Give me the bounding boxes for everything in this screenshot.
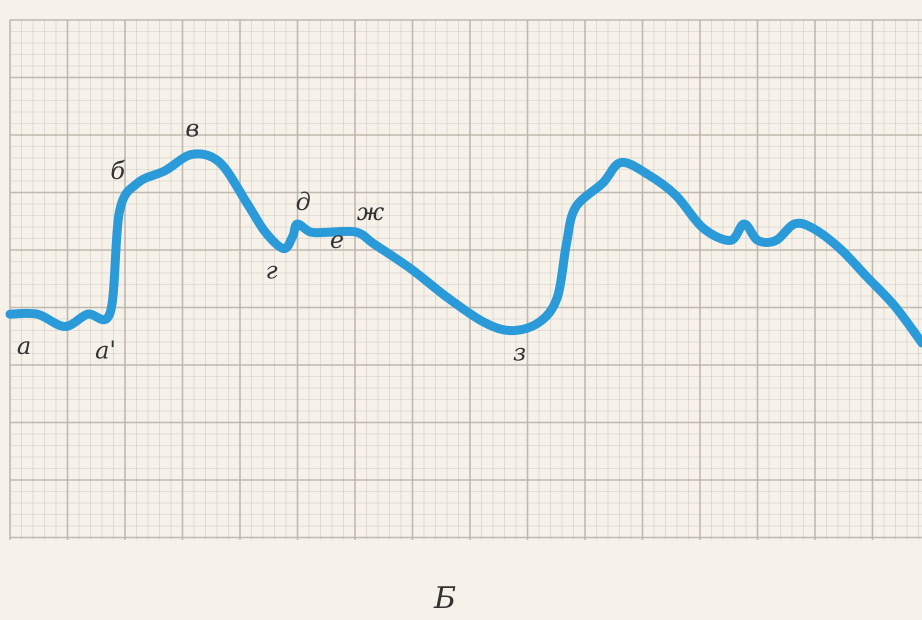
point-label: а' [95,336,116,364]
minor-grid [10,20,922,540]
point-label: е [330,226,344,254]
point-labels: а а' б в г деж з [17,114,526,366]
point-label: б [110,157,125,185]
trace-line-group [5,149,922,348]
major-grid [9,19,922,540]
figure-caption: Б [433,581,456,616]
point-label: з [513,339,526,367]
point-label: г [266,257,278,285]
point-label: д [296,188,311,216]
point-label: а [17,332,31,360]
point-label: в [185,114,199,142]
trace-line [5,149,922,348]
point-label: ж [357,198,385,226]
